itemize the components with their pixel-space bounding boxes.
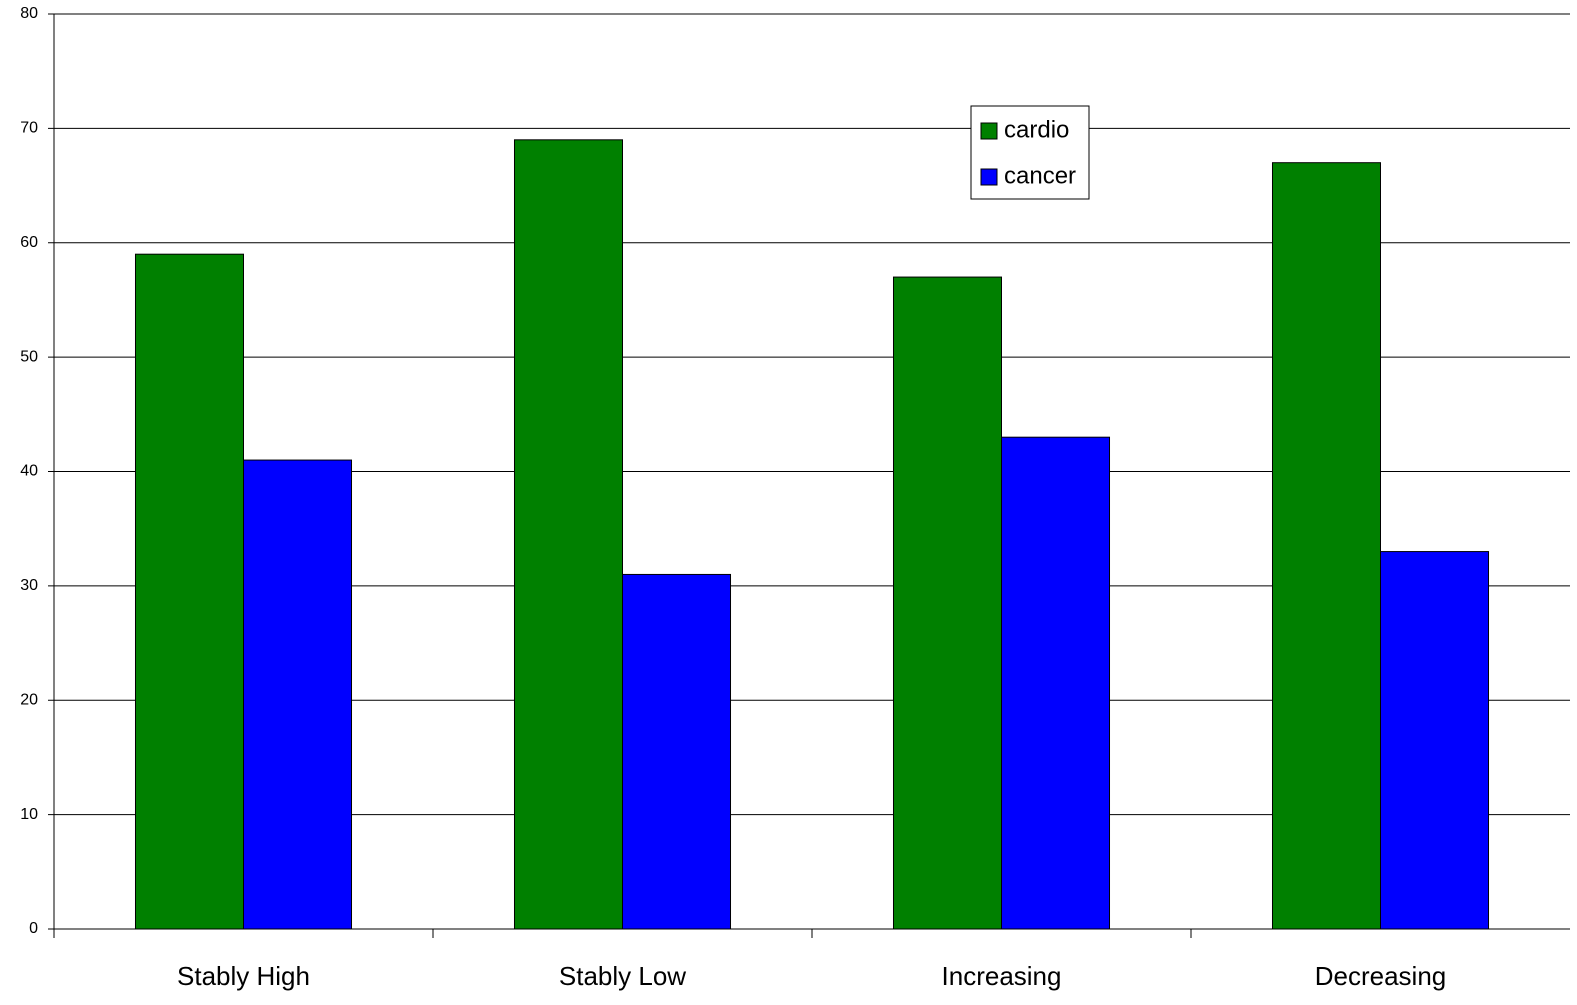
legend-swatch [980,168,998,186]
y-tick-label: 80 [20,5,38,22]
y-tick-label: 20 [20,691,38,708]
y-tick-label: 50 [20,348,38,365]
x-tick-label: Stably High [177,961,310,991]
y-tick-label: 60 [20,234,38,251]
bar [134,253,244,930]
bar [243,459,353,930]
x-tick-label: Stably Low [559,961,686,991]
bar [1380,551,1490,930]
legend: cardio cancer [970,105,1090,200]
y-tick-label: 10 [20,806,38,823]
legend-label: cardio [1004,116,1069,143]
y-tick-label: 40 [20,463,38,480]
x-tick-label: Decreasing [1315,961,1447,991]
bar [1001,436,1111,930]
y-tick-label: 70 [20,120,38,137]
y-tick-label: 0 [29,920,38,937]
legend-label: cancer [1004,162,1076,189]
bar [513,139,623,930]
x-tick-label: Increasing [942,961,1062,991]
y-tick-label: 30 [20,577,38,594]
bar [622,573,732,930]
bar [892,276,1002,930]
legend-swatch [980,122,998,140]
bar [1271,162,1381,930]
